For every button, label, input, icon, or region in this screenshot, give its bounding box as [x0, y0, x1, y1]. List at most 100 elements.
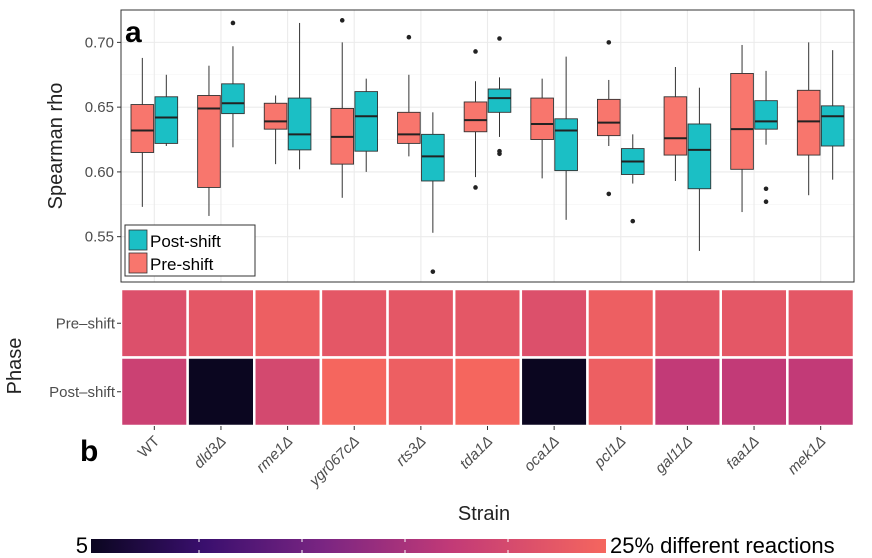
outlier-point [473, 185, 478, 190]
box-iqr [287, 97, 312, 151]
heatmap-cells [119, 287, 856, 428]
heatmap-cell [119, 287, 189, 359]
heatmap-row-labels: Pre–shift Post–shift [49, 315, 121, 401]
heatmap-column-label: ygr067cΔ [305, 433, 363, 491]
box-pre-shift [130, 57, 155, 207]
box-iqr [154, 96, 179, 144]
heatmap-cell [719, 356, 789, 428]
heatmap-panel: Pre–shift Post–shift WT dld3Δ rme1Δ ygr067cΔ… [4, 287, 856, 525]
heatmap-column-label: rts3Δ [393, 433, 430, 470]
heatmap-cell [719, 287, 789, 359]
y-tick-label: 0.55 [85, 229, 114, 246]
box-post-shift [754, 70, 778, 204]
heatmap-column-label: gal11Δ [652, 433, 696, 477]
box-post-shift [820, 50, 845, 180]
heatmap-cell [386, 287, 456, 359]
outlier-point [430, 269, 436, 274]
outlier-point [473, 49, 478, 54]
box-iqr [687, 123, 712, 190]
heatmap-cell [386, 356, 456, 428]
box-iqr [421, 133, 445, 182]
box-post-shift [421, 112, 445, 274]
y-axis-title: Spearman rho [45, 83, 67, 210]
box-iqr [463, 101, 488, 133]
color-scale-max-label: 25% different reactions [610, 533, 835, 558]
color-scale-min-label: 5 [76, 533, 88, 558]
heatmap-cell [452, 356, 523, 428]
heatmap-cell [652, 356, 722, 428]
box-pre-shift [663, 66, 688, 181]
box-iqr [663, 96, 688, 156]
heatmap-column-label: oca1Δ [521, 433, 563, 475]
box-iqr [796, 89, 821, 156]
box-iqr [263, 102, 288, 130]
y-tick-label: 0.65 [85, 99, 114, 116]
legend-label-pre-shift: Pre-shift [150, 255, 214, 274]
y-tick-label: 0.60 [85, 164, 114, 181]
box-iqr [530, 97, 554, 140]
heatmap-column-label: rme1Δ [253, 433, 296, 476]
color-scale-bar [91, 539, 606, 553]
box-iqr [197, 95, 221, 188]
box-pre-shift [597, 40, 621, 197]
heatmap-cell [319, 356, 389, 428]
heatmap-cell [186, 356, 256, 428]
heatmap-cell [586, 356, 656, 428]
box-post-shift [620, 134, 645, 224]
outlier-point [763, 186, 769, 192]
panel-label-b: b [80, 435, 98, 468]
outlier-point [606, 40, 612, 45]
box-post-shift [487, 36, 512, 157]
outlier-point [339, 18, 345, 23]
boxplot-boxes [130, 18, 845, 274]
heatmap-column-label: faa1Δ [723, 433, 763, 473]
outlier-point [497, 151, 502, 157]
box-post-shift [687, 87, 712, 251]
box-iqr [130, 104, 155, 153]
outlier-point [606, 191, 612, 197]
box-pre-shift [263, 95, 288, 165]
box-iqr [754, 100, 778, 130]
outlier-point [497, 36, 502, 41]
box-iqr [730, 73, 754, 170]
heatmap-cell [586, 287, 656, 359]
heatmap-column-label: WT [135, 433, 164, 462]
heatmap-cell [119, 356, 189, 428]
heatmap-row-label: Pre–shift [56, 315, 116, 332]
heatmap-y-axis-title: Phase [4, 338, 26, 395]
box-iqr [597, 98, 621, 137]
box-post-shift [154, 74, 179, 146]
boxplot-gridlines [121, 10, 854, 282]
heatmap-column-label: pcl1Δ [590, 433, 629, 472]
x-axis-title: Strain [458, 503, 510, 525]
heatmap-cell [253, 287, 323, 359]
heatmap-cell [452, 287, 523, 359]
box-pre-shift [463, 49, 488, 190]
outlier-point [406, 34, 412, 40]
outlier-point [763, 199, 769, 204]
box-iqr [397, 111, 421, 144]
box-pre-shift [197, 65, 221, 216]
y-tick-label: 0.70 [85, 34, 114, 51]
box-pre-shift [530, 78, 554, 179]
box-post-shift [354, 78, 379, 172]
legend-label-post-shift: Post-shift [150, 232, 221, 251]
heatmap-cell [253, 356, 323, 428]
boxplot-panel: 0.55 0.60 0.65 0.70 Spearman rho a Post-shi… [45, 9, 855, 283]
heatmap-cell [519, 356, 589, 428]
box-iqr [354, 91, 379, 152]
heatmap-cell [652, 287, 722, 359]
boxplot-y-ticks: 0.55 0.60 0.65 0.70 [85, 34, 121, 246]
heatmap-row-label: Post–shift [49, 384, 116, 401]
box-iqr [221, 83, 245, 115]
panel-label-a: a [125, 16, 142, 49]
legend-key-pre-shift [128, 252, 148, 274]
color-scale-ticks [198, 539, 509, 553]
box-post-shift [287, 22, 312, 170]
legend: Post-shift Pre-shift [124, 224, 256, 277]
box-iqr [554, 118, 578, 172]
heatmap-cell [186, 287, 256, 359]
box-pre-shift [397, 34, 421, 157]
outlier-point [230, 20, 236, 26]
